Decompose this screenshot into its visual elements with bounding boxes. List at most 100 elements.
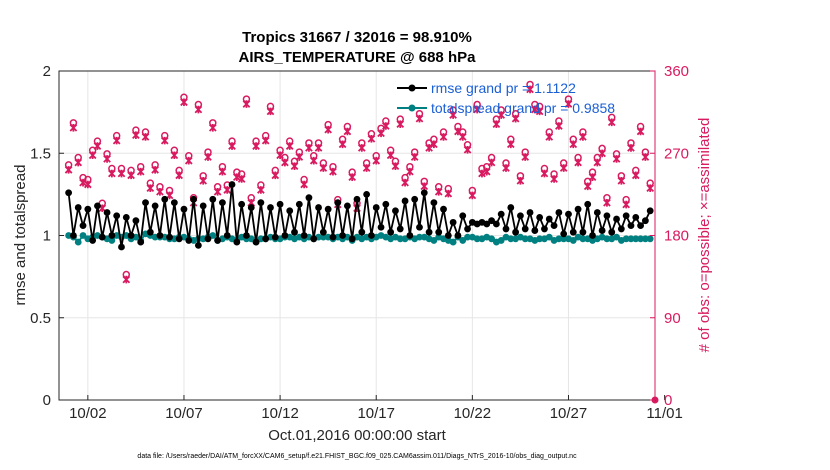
legend-spread-marker xyxy=(408,104,416,112)
rmse-point xyxy=(593,209,601,216)
totalspread-point xyxy=(627,235,635,243)
totalspread-point xyxy=(613,233,620,241)
obs-assimilated-marker xyxy=(564,100,573,108)
obs-assimilated-marker xyxy=(559,164,568,172)
rmse-point xyxy=(377,223,385,231)
obs-assimilated-marker xyxy=(122,275,131,284)
rmse-point xyxy=(627,222,635,230)
rmse-point xyxy=(252,238,260,246)
rmse-point xyxy=(108,232,116,239)
y2-tick-label: 360 xyxy=(664,63,689,80)
data-file-footnote: data file: /Users/raeder/DAI/ATM_forcXX/… xyxy=(137,453,577,460)
rmse-point xyxy=(118,243,125,251)
x-tick-label: 10/22 xyxy=(454,405,492,422)
totalspread-point xyxy=(632,235,640,243)
chart-subtitle: AIRS_TEMPERATURE @ 688 hPa xyxy=(239,49,477,66)
totalspread-point xyxy=(521,235,529,243)
rmse-point xyxy=(233,238,241,246)
rmse-point xyxy=(459,212,467,220)
rmse-point xyxy=(319,228,327,236)
rmse-point xyxy=(545,215,553,223)
y-tick-label: 1 xyxy=(43,228,51,245)
legend-rmse-marker xyxy=(408,84,416,92)
obs-assimilated-marker xyxy=(583,182,592,191)
obs-assimilated-marker xyxy=(180,98,188,107)
rmse-point xyxy=(180,205,188,213)
obs-assimilated-marker xyxy=(348,173,357,182)
obs-assimilated-marker xyxy=(218,167,227,176)
totalspread-point xyxy=(319,233,327,241)
rmse-point xyxy=(541,225,548,233)
totalspread-point xyxy=(257,235,265,243)
obs-assimilated-marker xyxy=(574,158,582,167)
rmse-point xyxy=(262,235,270,243)
rmse-point xyxy=(387,228,395,236)
totalspread-point xyxy=(247,235,255,243)
rmse-point xyxy=(324,205,332,213)
obs-assimilated-marker xyxy=(213,187,222,196)
y-tick-label: 0.5 xyxy=(30,310,51,327)
totalspread-point xyxy=(449,238,457,246)
obs-assimilated-marker xyxy=(252,142,260,150)
rmse-point xyxy=(521,225,529,233)
obs-assimilated-marker xyxy=(146,184,155,192)
totalspread-point xyxy=(209,232,217,239)
rmse-point xyxy=(598,227,606,234)
obs-assimilated-marker xyxy=(386,151,395,160)
rmse-point xyxy=(526,209,534,216)
obs-assimilated-marker xyxy=(285,142,294,150)
obs-assimilated-marker xyxy=(444,189,453,198)
totalspread-point xyxy=(473,235,481,243)
rmse-point xyxy=(151,202,159,210)
obs-assimilated-marker xyxy=(103,155,111,163)
obs-assimilated-marker xyxy=(74,158,83,167)
obs-assimilated-marker xyxy=(463,145,472,154)
obs-assimilated-marker xyxy=(497,111,506,119)
rmse-point xyxy=(127,232,135,239)
obs-assimilated-marker xyxy=(555,122,563,130)
rmse-point xyxy=(497,210,505,218)
chart-title: Tropics 31667 / 32016 = 98.910% xyxy=(242,29,472,46)
rmse-point xyxy=(94,202,101,210)
obs-assimilated-marker xyxy=(151,166,159,174)
rmse-point xyxy=(392,207,399,215)
obs-assimilated-marker xyxy=(156,187,164,196)
obs-assimilated-marker xyxy=(175,171,183,180)
x-tick-label: 10/07 xyxy=(165,405,203,422)
obs-assimilated-marker xyxy=(257,186,265,194)
obs-assimilated-marker xyxy=(84,180,92,189)
rmse-point xyxy=(574,205,582,213)
rmse-point xyxy=(295,200,303,208)
obs-assimilated-marker xyxy=(458,133,467,141)
obs-assimilated-marker xyxy=(622,200,630,209)
rmse-point xyxy=(175,235,183,243)
obs-assimilated-marker xyxy=(199,177,208,185)
rmse-point xyxy=(204,235,212,243)
obs-assimilated-marker xyxy=(473,105,481,114)
totalspread-point xyxy=(488,235,495,243)
obs-assimilated-marker xyxy=(607,118,616,127)
rmse-point xyxy=(641,217,649,225)
obs-assimilated-marker xyxy=(223,186,232,194)
obs-assimilated-marker xyxy=(603,198,611,207)
obs-assimilated-marker xyxy=(314,144,323,152)
totalspread-point xyxy=(560,235,568,243)
rmse-point xyxy=(444,232,452,239)
obs-assimilated-marker xyxy=(617,177,626,185)
rmse-point xyxy=(166,233,173,241)
rmse-point xyxy=(502,225,510,233)
rmse-point xyxy=(368,232,375,239)
legend-rmse-label: rmse grand pr = 1.1122 xyxy=(431,80,576,96)
rmse-point xyxy=(617,225,625,233)
totalspread-point xyxy=(430,237,438,244)
obs-assimilated-marker xyxy=(136,167,145,176)
obs-assimilated-marker xyxy=(550,175,558,183)
totalspread-point xyxy=(122,232,130,239)
totalspread-point xyxy=(555,235,563,243)
rmse-point xyxy=(411,195,419,203)
obs-assimilated-marker xyxy=(377,129,385,138)
obs-assimilated-marker xyxy=(194,105,203,114)
rmse-point xyxy=(161,195,169,203)
obs-assimilated-marker xyxy=(487,158,496,167)
rmse-point xyxy=(550,222,558,230)
